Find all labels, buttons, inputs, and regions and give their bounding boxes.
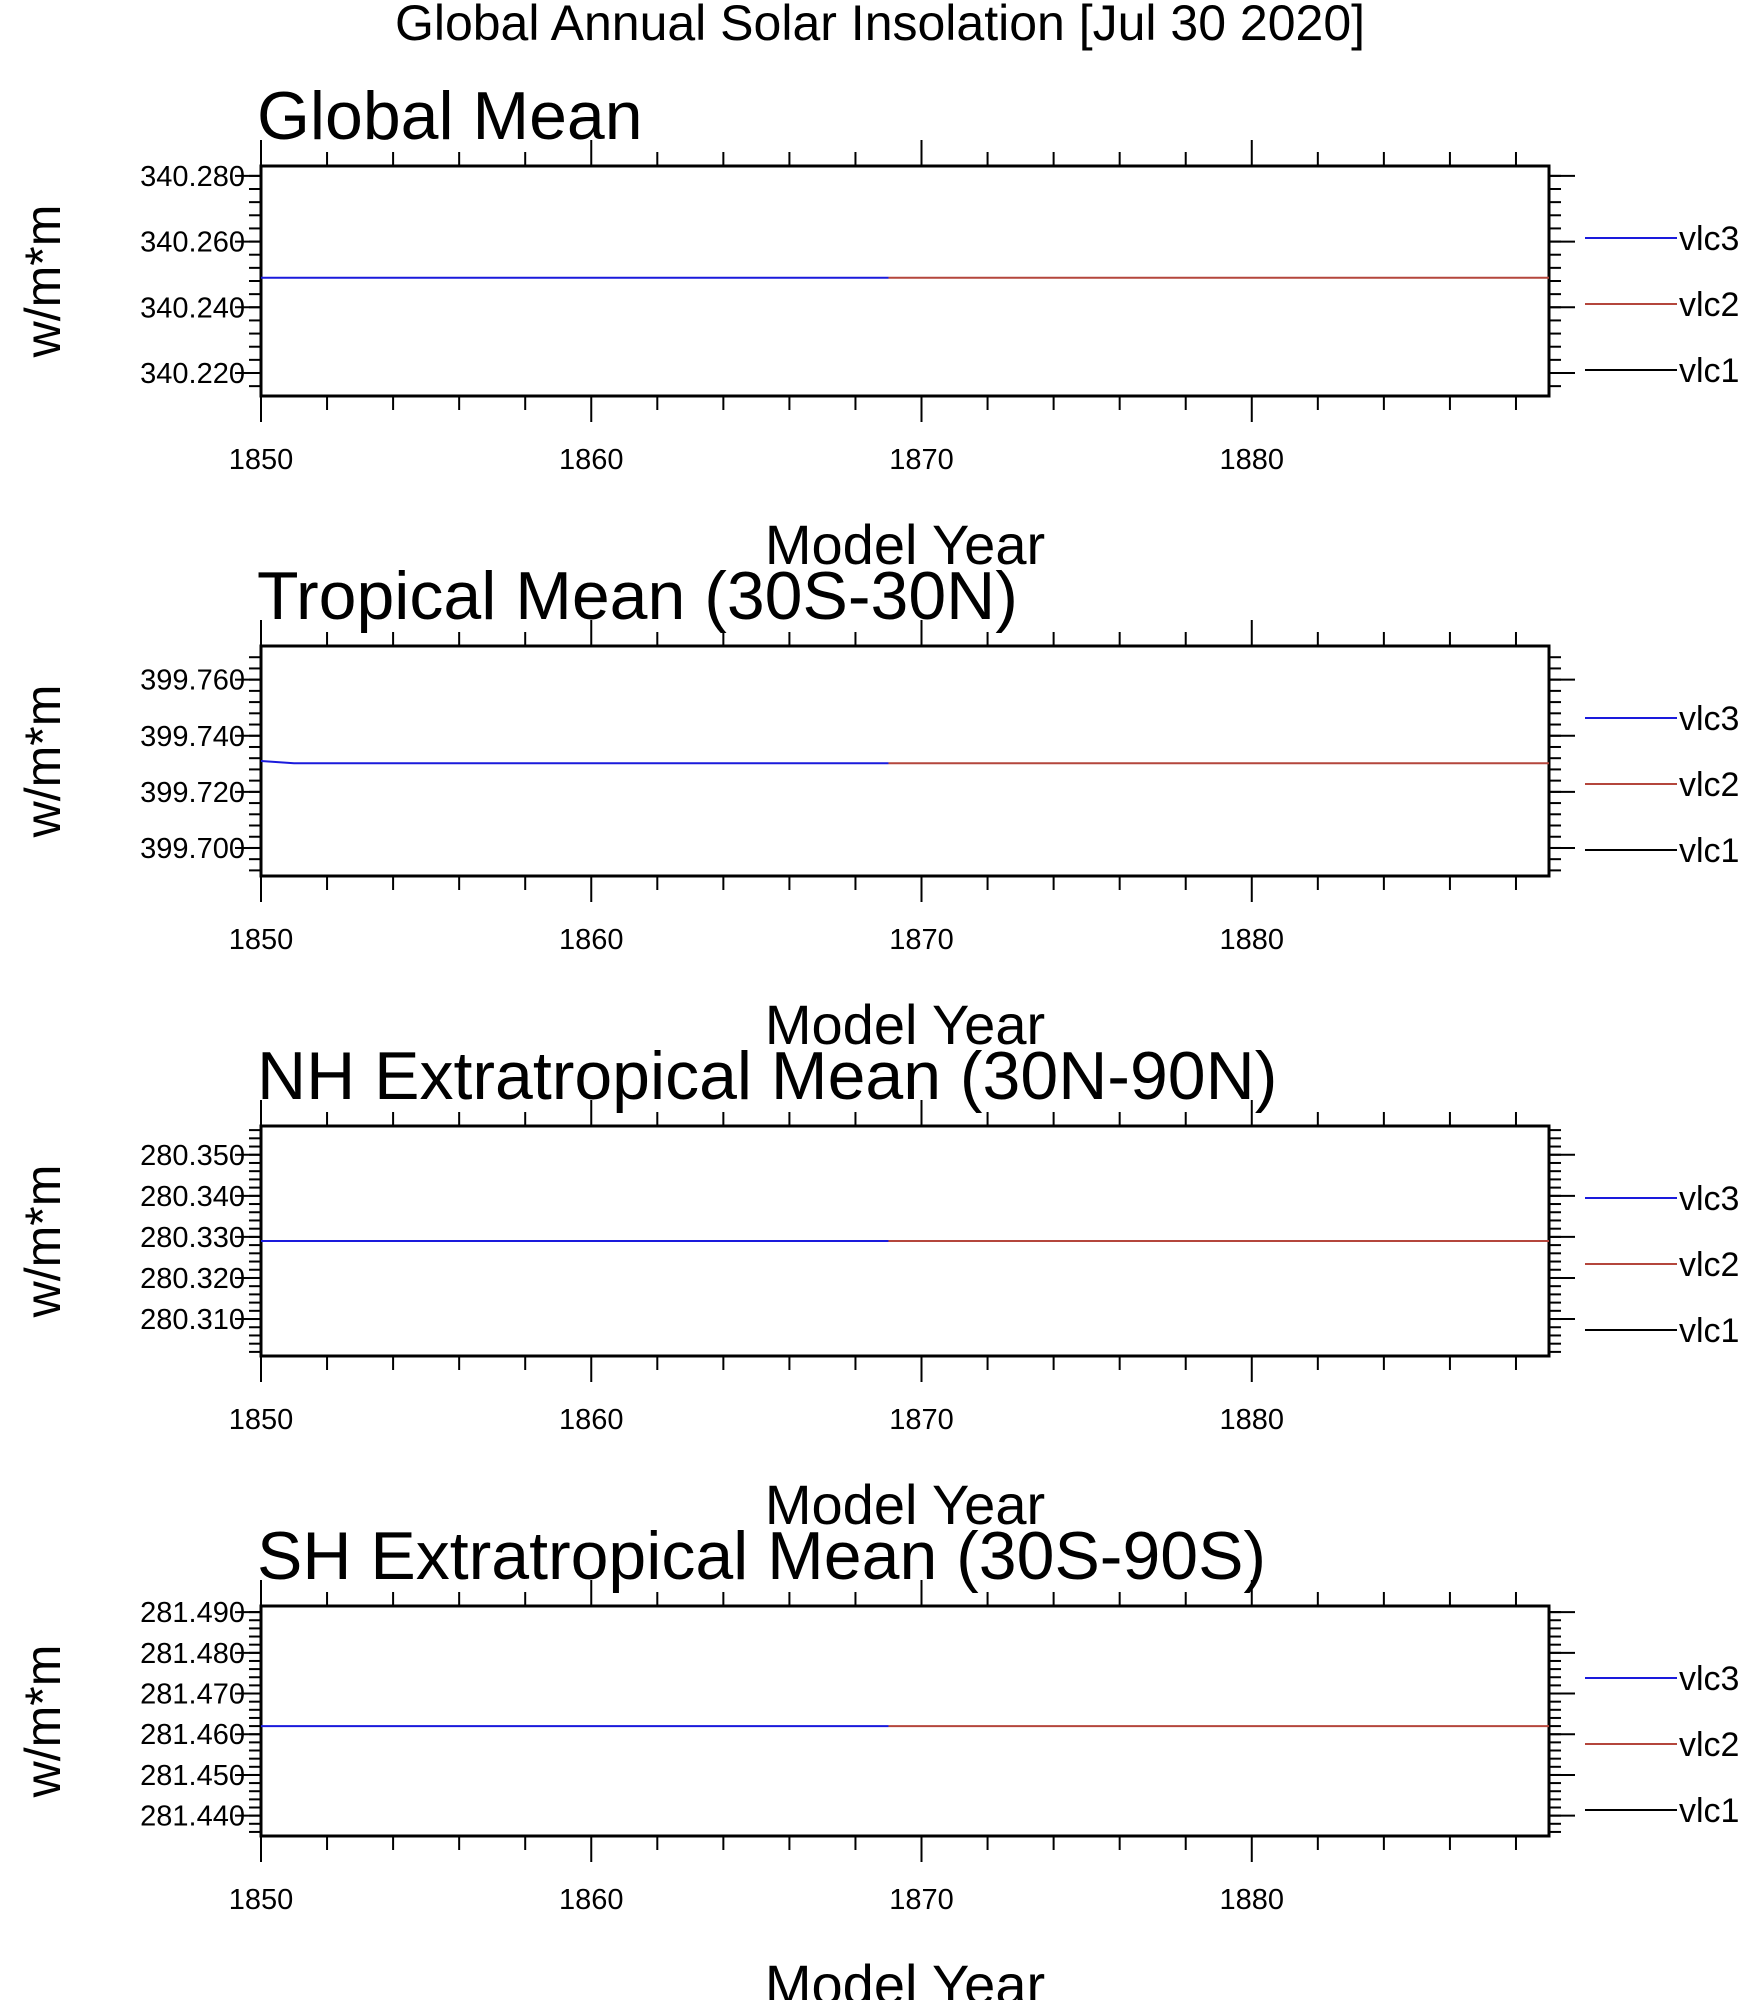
figure-title: Global Annual Solar Insolation [Jul 30 2…: [395, 0, 1365, 51]
legend-label-vlc2: vlc2: [1679, 1726, 1739, 1764]
y-tick-label: 399.700: [140, 833, 245, 865]
x-tick-label: 1880: [1220, 1884, 1285, 1916]
x-axis-label: Model Year: [765, 993, 1045, 1056]
x-axis-label: Model Year: [765, 1473, 1045, 1536]
legend-label-vlc2: vlc2: [1679, 1246, 1739, 1284]
legend-label-vlc3: vlc3: [1679, 1660, 1739, 1698]
legend-label-vlc3: vlc3: [1679, 1180, 1739, 1218]
x-tick-label: 1860: [559, 924, 624, 956]
y-tick-label: 281.460: [140, 1719, 245, 1751]
x-tick-label: 1870: [889, 1404, 954, 1436]
legend-label-vlc1: vlc1: [1679, 1312, 1739, 1350]
y-tick-label: 280.310: [140, 1304, 245, 1336]
y-axis-label: w/m*m: [15, 685, 71, 839]
chart-panel-2: Tropical Mean (30S-30N) 1850 1860 1870 1880 3…: [15, 558, 1739, 1056]
y-tick-label: 399.720: [140, 777, 245, 809]
y-tick-label: 340.240: [140, 292, 245, 324]
legend-label-vlc1: vlc1: [1679, 832, 1739, 870]
x-axis-label: Model Year: [765, 513, 1045, 576]
y-tick-label: 340.220: [140, 358, 245, 390]
x-tick-label: 1860: [559, 1884, 624, 1916]
x-tick-label: 1880: [1220, 924, 1285, 956]
y-tick-label: 281.450: [140, 1760, 245, 1792]
x-axis-label: Model Year: [765, 1953, 1045, 2000]
series-line-vlc3: [260, 760, 889, 765]
x-tick-label: 1860: [559, 444, 624, 476]
x-tick-label: 1870: [889, 924, 954, 956]
panel-title: Tropical Mean (30S-30N): [257, 558, 1018, 634]
panel-title: Global Mean: [257, 78, 643, 154]
plot-frame: [259, 1604, 1551, 1838]
legend-label-vlc2: vlc2: [1679, 766, 1739, 804]
plot-frame: [259, 644, 1551, 878]
y-tick-label: 399.740: [140, 721, 245, 753]
legend-label-vlc1: vlc1: [1679, 352, 1739, 390]
y-tick-label: 280.320: [140, 1263, 245, 1295]
chart-panel-1: Global Mean 1850 1860 1870 1880 340.220 340.24…: [15, 78, 1739, 576]
y-tick-label: 280.330: [140, 1222, 245, 1254]
x-tick-label: 1880: [1220, 1404, 1285, 1436]
y-axis-label: w/m*m: [15, 205, 71, 359]
x-tick-label: 1860: [559, 1404, 624, 1436]
y-tick-label: 399.760: [140, 665, 245, 697]
y-tick-label: 281.480: [140, 1638, 245, 1670]
panel-title: SH Extratropical Mean (30S-90S): [257, 1518, 1266, 1594]
x-tick-label: 1880: [1220, 444, 1285, 476]
x-tick-label: 1850: [229, 444, 294, 476]
x-tick-label: 1850: [229, 1404, 294, 1436]
chart-panel-3: NH Extratropical Mean (30N-90N) 1850 1860 1…: [15, 1038, 1739, 1536]
legend-label-vlc3: vlc3: [1679, 220, 1739, 258]
legend-label-vlc2: vlc2: [1679, 286, 1739, 324]
x-tick-label: 1870: [889, 444, 954, 476]
y-tick-label: 281.470: [140, 1679, 245, 1711]
legend-label-vlc1: vlc1: [1679, 1792, 1739, 1830]
plot-frame: [259, 164, 1551, 398]
y-tick-label: 340.280: [140, 161, 245, 193]
x-tick-label: 1870: [889, 1884, 954, 1916]
y-axis-label: w/m*m: [15, 1165, 71, 1319]
y-axis-label: w/m*m: [15, 1645, 71, 1799]
legend-label-vlc3: vlc3: [1679, 700, 1739, 738]
y-tick-label: 280.340: [140, 1181, 245, 1213]
y-tick-label: 340.260: [140, 227, 245, 259]
panel-title: NH Extratropical Mean (30N-90N): [257, 1038, 1277, 1114]
y-tick-label: 281.490: [140, 1597, 245, 1629]
chart-panel-4: SH Extratropical Mean (30S-90S) 1850 1860 1…: [15, 1518, 1739, 2000]
y-tick-label: 281.440: [140, 1801, 245, 1833]
x-tick-label: 1850: [229, 924, 294, 956]
y-tick-label: 280.350: [140, 1140, 245, 1172]
x-tick-label: 1850: [229, 1884, 294, 1916]
